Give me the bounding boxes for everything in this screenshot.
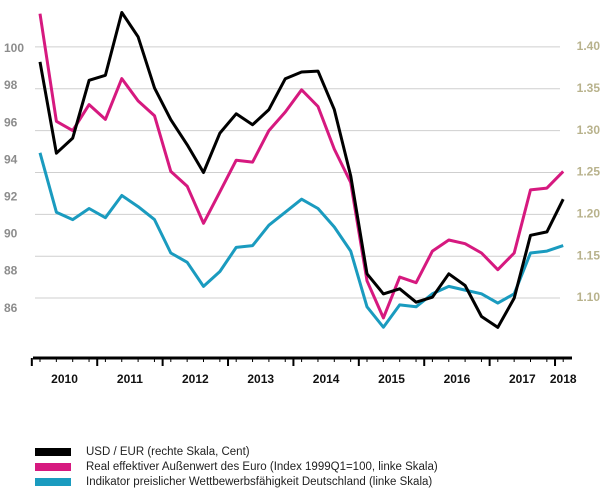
x-tick-label: 2013	[247, 372, 274, 386]
x-tick-label: 2014	[313, 372, 340, 386]
y2-tick-label: 1.30	[577, 123, 601, 137]
y-tick-label: 88	[4, 264, 18, 278]
y2-tick-label: 1.10	[577, 290, 601, 304]
legend-label: USD / EUR (rechte Skala, Cent)	[86, 446, 250, 458]
y-tick-label: 100	[4, 41, 24, 55]
y2-tick-label: 1.35	[577, 81, 601, 95]
x-tick-label: 2010	[51, 372, 78, 386]
x-tick-label: 2015	[378, 372, 405, 386]
legend-swatch	[35, 478, 71, 486]
x-tick-label: 2018	[550, 372, 577, 386]
y-tick-label: 92	[4, 190, 18, 204]
y2-tick-label: 1.40	[577, 39, 601, 53]
y2-tick-label: 1.20	[577, 206, 601, 220]
y2-tick-label: 1.25	[577, 165, 601, 179]
y-tick-label: 94	[4, 152, 18, 166]
legend-label: Indikator preislicher Wettbewerbsfähigke…	[86, 476, 432, 488]
y-tick-label: 90	[4, 227, 18, 241]
y-tick-label: 98	[4, 78, 18, 92]
legend-label: Real effektiver Außenwert des Euro (Inde…	[86, 461, 438, 473]
x-tick-label: 2011	[117, 372, 143, 386]
series-line	[38, 13, 565, 320]
y-tick-label: 86	[4, 301, 18, 315]
legend-swatch	[35, 463, 71, 471]
series-line	[38, 11, 565, 329]
x-tick-label: 2017	[509, 372, 536, 386]
x-tick-label: 2016	[444, 372, 471, 386]
series-line	[38, 152, 564, 329]
y2-tick-label: 1.15	[577, 248, 601, 262]
y-tick-label: 96	[4, 115, 18, 129]
x-tick-label: 2012	[182, 372, 209, 386]
legend-swatch	[35, 448, 71, 456]
